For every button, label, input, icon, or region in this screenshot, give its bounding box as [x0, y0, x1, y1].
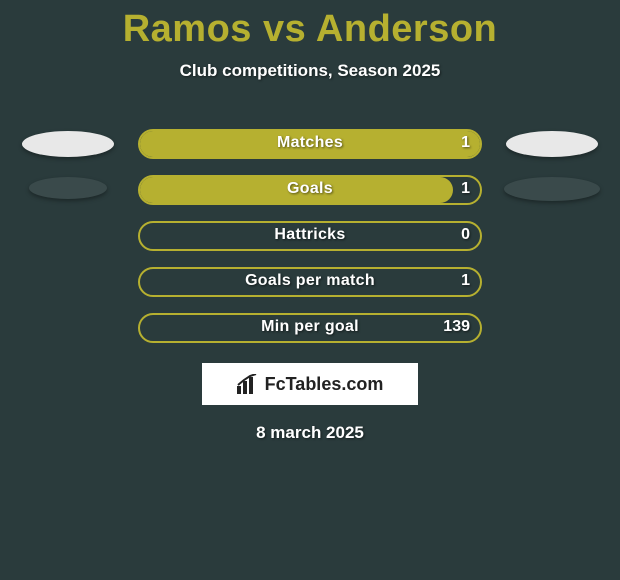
subtitle: Club competitions, Season 2025 — [0, 61, 620, 81]
bar-value: 1 — [461, 134, 470, 152]
bar-label: Goals — [138, 180, 482, 198]
stat-row: Goals per match1 — [0, 267, 620, 299]
bar-label: Min per goal — [138, 318, 482, 336]
bar-label: Matches — [138, 134, 482, 152]
date-label: 8 march 2025 — [0, 423, 620, 443]
page-title: Ramos vs Anderson — [0, 0, 620, 51]
logo-text: FcTables.com — [265, 374, 384, 395]
decorative-ellipse — [29, 177, 107, 199]
bar-value: 1 — [461, 180, 470, 198]
stats-section: Matches1Goals1Hattricks0Goals per match1… — [0, 129, 620, 345]
attribution-logo: FcTables.com — [202, 363, 418, 405]
decorative-ellipse — [504, 177, 600, 201]
bar-value: 139 — [443, 318, 470, 336]
decorative-ellipse — [506, 131, 598, 157]
decorative-ellipse — [22, 131, 114, 157]
bar-value: 0 — [461, 226, 470, 244]
stat-row: Hattricks0 — [0, 221, 620, 253]
bar-label: Goals per match — [138, 272, 482, 290]
chart-icon — [237, 374, 259, 394]
bar-value: 1 — [461, 272, 470, 290]
stat-row: Min per goal139 — [0, 313, 620, 345]
comparison-infographic: Ramos vs Anderson Club competitions, Sea… — [0, 0, 620, 580]
bar-label: Hattricks — [138, 226, 482, 244]
